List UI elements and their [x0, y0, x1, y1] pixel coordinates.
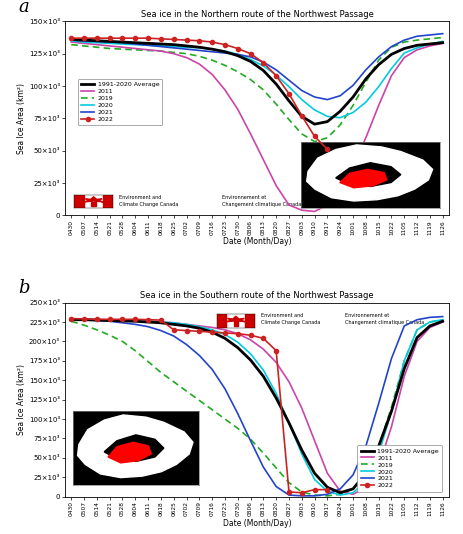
Text: Environnement et
Changement climatique Canada: Environnement et Changement climatique C…: [222, 195, 301, 207]
Text: b: b: [19, 279, 30, 297]
Title: Sea ice in the Northern route of the Northwest Passage: Sea ice in the Northern route of the Nor…: [141, 10, 373, 19]
Text: Environment and
Climate Change Canada: Environment and Climate Change Canada: [261, 313, 320, 325]
X-axis label: Date (Month/Day): Date (Month/Day): [223, 519, 291, 528]
Text: Environnement et
Changement climatique Canada: Environnement et Changement climatique C…: [345, 313, 425, 325]
Y-axis label: Sea Ice Area (km²): Sea Ice Area (km²): [17, 83, 26, 154]
Legend: 1991-2020 Average, 2011, 2019, 2020, 2021, 2022: 1991-2020 Average, 2011, 2019, 2020, 202…: [77, 79, 163, 125]
Text: Environment and
Climate Change Canada: Environment and Climate Change Canada: [119, 195, 178, 207]
Title: Sea ice in the Southern route of the Northwest Passage: Sea ice in the Southern route of the Nor…: [140, 292, 374, 301]
Text: a: a: [19, 0, 29, 16]
X-axis label: Date (Month/Day): Date (Month/Day): [223, 237, 291, 246]
Y-axis label: Sea Ice Area (km²): Sea Ice Area (km²): [17, 364, 26, 435]
Legend: 1991-2020 Average, 2011, 2019, 2020, 2021, 2022: 1991-2020 Average, 2011, 2019, 2020, 202…: [357, 445, 442, 492]
